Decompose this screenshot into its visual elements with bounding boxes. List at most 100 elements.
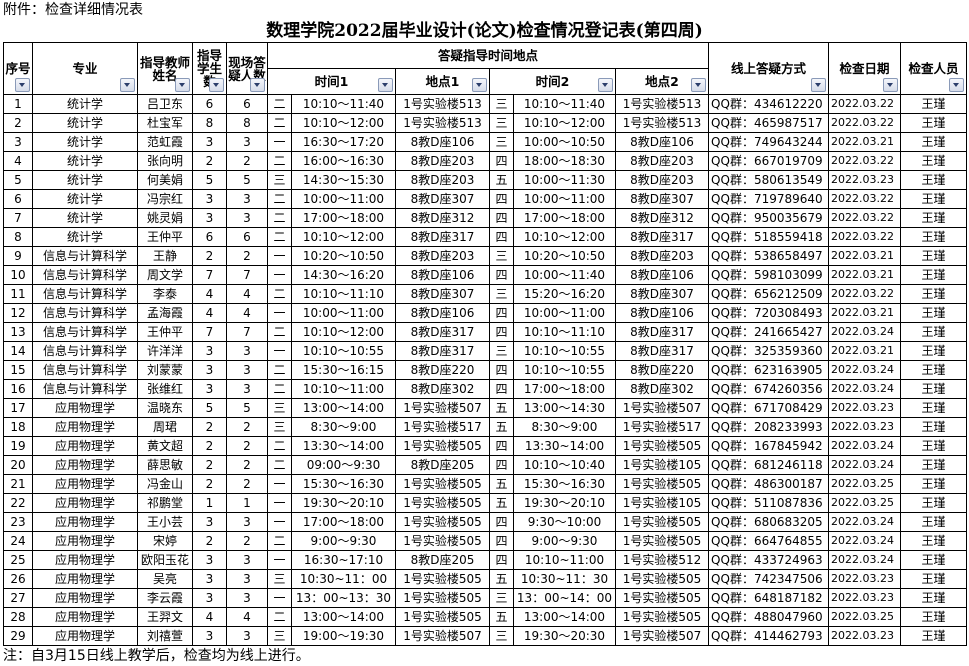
cell-place1[interactable]: 8教D座106	[395, 265, 490, 285]
cell-teacher[interactable]: 张向明	[137, 151, 193, 171]
cell-teacher[interactable]: 温晓东	[137, 398, 193, 418]
cell-time1[interactable]: 10:10～12:00	[291, 113, 396, 133]
cell-major[interactable]: 信息与计算科学	[32, 341, 138, 361]
cell-time1[interactable]: 16:30～17:20	[291, 132, 396, 152]
cell-date[interactable]: 2022.03.22	[828, 151, 902, 171]
cell-teacher[interactable]: 冯宗红	[137, 189, 193, 209]
cell-time1[interactable]: 13:30～14:00	[291, 436, 396, 456]
cell-place1[interactable]: 1号实验楼505	[395, 436, 490, 456]
cell-day1[interactable]: 一	[267, 493, 292, 513]
cell-seq[interactable]: 27	[3, 588, 33, 608]
cell-seq[interactable]: 21	[3, 474, 33, 494]
cell-onsite[interactable]: 2	[226, 151, 268, 171]
cell-seq[interactable]: 1	[3, 94, 33, 114]
cell-seq[interactable]: 6	[3, 189, 33, 209]
cell-major[interactable]: 信息与计算科学	[32, 265, 138, 285]
cell-students[interactable]: 3	[192, 341, 227, 361]
cell-time1[interactable]: 13:00～14:00	[291, 607, 396, 627]
cell-online[interactable]: QQ群：580613549	[708, 170, 830, 190]
cell-place1[interactable]: 1号实验楼513	[395, 113, 490, 133]
cell-place1[interactable]: 8教D座205	[395, 550, 490, 570]
filter-dropdown-icon[interactable]	[250, 78, 265, 92]
cell-date[interactable]: 2022.03.23	[828, 569, 902, 589]
cell-seq[interactable]: 24	[3, 531, 33, 551]
cell-time2[interactable]: 10:10～12:00	[513, 113, 616, 133]
cell-onsite[interactable]: 4	[226, 284, 268, 304]
filter-dropdown-icon[interactable]	[15, 78, 30, 92]
cell-teacher[interactable]: 周珺	[137, 417, 193, 437]
cell-time1[interactable]: 19:30～20:10	[291, 493, 396, 513]
cell-place1[interactable]: 8教D座220	[395, 360, 490, 380]
cell-onsite[interactable]: 4	[226, 303, 268, 323]
cell-time2[interactable]: 10:10～11:10	[513, 322, 616, 342]
cell-date[interactable]: 2022.03.23	[828, 170, 902, 190]
cell-online[interactable]: QQ群：538658497	[708, 246, 830, 266]
cell-day1[interactable]: 二	[267, 151, 292, 171]
cell-onsite[interactable]: 3	[226, 132, 268, 152]
cell-inspector[interactable]: 王瑾	[900, 360, 968, 380]
cell-inspector[interactable]: 王瑾	[900, 588, 968, 608]
cell-onsite[interactable]: 7	[226, 265, 268, 285]
cell-inspector[interactable]: 王瑾	[900, 512, 968, 532]
cell-time1[interactable]: 10:10～10:55	[291, 341, 396, 361]
cell-place2[interactable]: 1号实验楼105	[614, 455, 710, 475]
cell-place1[interactable]: 1号实验楼505	[395, 512, 490, 532]
cell-day2[interactable]: 五	[489, 417, 514, 437]
cell-onsite[interactable]: 4	[226, 607, 268, 627]
cell-date[interactable]: 2022.03.24	[828, 531, 902, 551]
cell-day2[interactable]: 三	[489, 132, 514, 152]
cell-date[interactable]: 2022.03.22	[828, 189, 902, 209]
cell-major[interactable]: 信息与计算科学	[32, 303, 138, 323]
cell-students[interactable]: 3	[192, 208, 227, 228]
cell-day2[interactable]: 三	[489, 246, 514, 266]
cell-onsite[interactable]: 3	[226, 569, 268, 589]
cell-date[interactable]: 2022.03.23	[828, 626, 902, 646]
cell-place1[interactable]: 8教D座307	[395, 284, 490, 304]
cell-seq[interactable]: 4	[3, 151, 33, 171]
cell-time2[interactable]: 19:30～20:10	[513, 493, 616, 513]
cell-time2[interactable]: 10:10～12:00	[513, 227, 616, 247]
cell-place1[interactable]: 8教D座302	[395, 379, 490, 399]
cell-day2[interactable]: 三	[489, 113, 514, 133]
cell-time1[interactable]: 09:00～9:30	[291, 455, 396, 475]
cell-time1[interactable]: 17:00～18:00	[291, 512, 396, 532]
cell-place1[interactable]: 8教D座312	[395, 208, 490, 228]
cell-place1[interactable]: 8教D座203	[395, 151, 490, 171]
cell-day2[interactable]: 五	[489, 474, 514, 494]
cell-time2[interactable]: 15:30～16:30	[513, 474, 616, 494]
cell-inspector[interactable]: 王瑾	[900, 246, 968, 266]
cell-place2[interactable]: 1号实验楼505	[614, 588, 710, 608]
cell-inspector[interactable]: 王瑾	[900, 531, 968, 551]
cell-major[interactable]: 信息与计算科学	[32, 246, 138, 266]
cell-place2[interactable]: 1号实验楼505	[614, 512, 710, 532]
cell-day1[interactable]: 三	[267, 417, 292, 437]
cell-time1[interactable]: 10:10～11:10	[291, 284, 396, 304]
cell-day2[interactable]: 四	[489, 227, 514, 247]
cell-inspector[interactable]: 王瑾	[900, 550, 968, 570]
cell-time1[interactable]: 10:10～11:00	[291, 379, 396, 399]
cell-online[interactable]: QQ群：648187182	[708, 588, 830, 608]
cell-place1[interactable]: 8教D座106	[395, 303, 490, 323]
cell-day2[interactable]: 五	[489, 607, 514, 627]
cell-teacher[interactable]: 宋婷	[137, 531, 193, 551]
cell-time1[interactable]: 10:00～11:00	[291, 303, 396, 323]
cell-major[interactable]: 信息与计算科学	[32, 284, 138, 304]
cell-onsite[interactable]: 3	[226, 512, 268, 532]
cell-students[interactable]: 2	[192, 246, 227, 266]
cell-day1[interactable]: 一	[267, 303, 292, 323]
cell-day1[interactable]: 二	[267, 284, 292, 304]
cell-time1[interactable]: 9:00～9:30	[291, 531, 396, 551]
cell-students[interactable]: 6	[192, 227, 227, 247]
cell-major[interactable]: 应用物理学	[32, 474, 138, 494]
cell-place2[interactable]: 8教D座307	[614, 284, 710, 304]
cell-onsite[interactable]: 3	[226, 360, 268, 380]
cell-teacher[interactable]: 薛思敏	[137, 455, 193, 475]
cell-date[interactable]: 2022.03.23	[828, 417, 902, 437]
cell-time2[interactable]: 10:30~11：30	[513, 569, 616, 589]
cell-day1[interactable]: 一	[267, 474, 292, 494]
cell-day1[interactable]: 一	[267, 265, 292, 285]
cell-time1[interactable]: 10:10～11:40	[291, 94, 396, 114]
cell-students[interactable]: 3	[192, 379, 227, 399]
cell-teacher[interactable]: 祁鹏堂	[137, 493, 193, 513]
cell-seq[interactable]: 11	[3, 284, 33, 304]
